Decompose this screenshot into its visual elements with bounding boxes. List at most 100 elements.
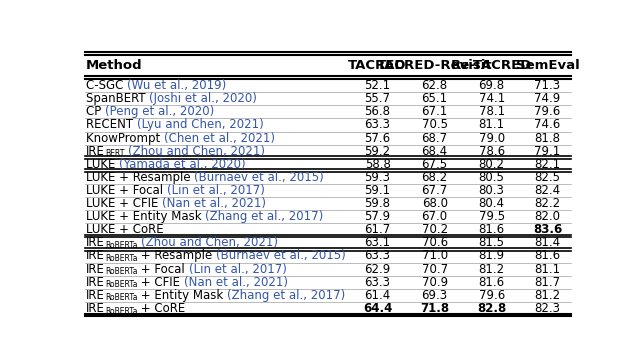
Text: 81.6: 81.6: [479, 276, 505, 289]
Text: 81.4: 81.4: [534, 236, 561, 249]
Text: 81.6: 81.6: [479, 223, 505, 236]
Text: (Chen et al., 2021): (Chen et al., 2021): [164, 131, 275, 144]
Text: (Zhang et al., 2017): (Zhang et al., 2017): [227, 289, 346, 302]
Text: 63.3: 63.3: [365, 276, 390, 289]
Text: (Burnaev et al., 2015): (Burnaev et al., 2015): [195, 171, 324, 184]
Text: 81.2: 81.2: [479, 262, 505, 275]
Text: CP: CP: [86, 105, 105, 118]
Text: 71.3: 71.3: [534, 79, 561, 92]
Text: (Lin et al., 2017): (Lin et al., 2017): [189, 262, 287, 275]
Text: (Nan et al., 2021): (Nan et al., 2021): [162, 197, 266, 210]
Text: Re-TACRED: Re-TACRED: [451, 59, 532, 72]
Text: 79.1: 79.1: [534, 145, 561, 158]
Text: 68.2: 68.2: [422, 171, 448, 184]
Text: 81.2: 81.2: [534, 289, 561, 302]
Text: 63.1: 63.1: [365, 236, 390, 249]
Text: 82.1: 82.1: [534, 158, 561, 171]
Text: 69.3: 69.3: [422, 289, 448, 302]
Text: 52.1: 52.1: [365, 79, 390, 92]
Text: (Yamada et al., 2020): (Yamada et al., 2020): [119, 158, 246, 171]
Text: 81.7: 81.7: [534, 276, 561, 289]
Text: 79.0: 79.0: [479, 131, 505, 144]
Text: LUKE + CoRE: LUKE + CoRE: [86, 223, 164, 236]
Text: 57.9: 57.9: [365, 210, 390, 223]
Text: 82.4: 82.4: [534, 184, 561, 197]
Text: 59.2: 59.2: [365, 145, 390, 158]
Text: LUKE + Focal: LUKE + Focal: [86, 184, 167, 197]
Text: 70.6: 70.6: [422, 236, 448, 249]
Text: 69.8: 69.8: [479, 79, 505, 92]
Text: 57.6: 57.6: [365, 131, 390, 144]
Text: RoBERTa: RoBERTa: [105, 254, 138, 263]
Text: TACRED: TACRED: [348, 59, 407, 72]
Text: 61.4: 61.4: [364, 289, 391, 302]
Text: 62.9: 62.9: [364, 262, 391, 275]
Text: 71.8: 71.8: [420, 302, 449, 315]
Text: 81.6: 81.6: [534, 249, 561, 262]
Text: 79.5: 79.5: [479, 210, 505, 223]
Text: 81.1: 81.1: [479, 118, 505, 131]
Text: RoBERTa: RoBERTa: [105, 307, 138, 316]
Text: 81.1: 81.1: [534, 262, 561, 275]
Text: 74.6: 74.6: [534, 118, 561, 131]
Text: 81.5: 81.5: [479, 236, 505, 249]
Text: IRE: IRE: [86, 236, 105, 249]
Text: LUKE: LUKE: [86, 158, 119, 171]
Text: TACRED-Revisit: TACRED-Revisit: [377, 59, 492, 72]
Text: IRE: IRE: [86, 302, 105, 315]
Text: + CoRE: + CoRE: [138, 302, 186, 315]
Text: SemEval: SemEval: [516, 59, 579, 72]
Text: 79.6: 79.6: [479, 289, 505, 302]
Text: RoBERTa: RoBERTa: [105, 267, 138, 276]
Text: RoBERTa: RoBERTa: [105, 294, 138, 302]
Text: 70.7: 70.7: [422, 262, 448, 275]
Text: 70.2: 70.2: [422, 223, 448, 236]
Text: (Peng et al., 2020): (Peng et al., 2020): [105, 105, 214, 118]
Text: RECENT: RECENT: [86, 118, 137, 131]
Text: 56.8: 56.8: [365, 105, 390, 118]
Text: LUKE + Resample: LUKE + Resample: [86, 171, 195, 184]
Text: IRE: IRE: [86, 145, 105, 158]
Text: IRE: IRE: [86, 262, 105, 275]
Text: 59.3: 59.3: [365, 171, 390, 184]
Text: + Entity Mask: + Entity Mask: [138, 289, 227, 302]
Text: 78.1: 78.1: [479, 105, 505, 118]
Text: (Wu et al., 2019): (Wu et al., 2019): [127, 79, 227, 92]
Text: (Zhang et al., 2017): (Zhang et al., 2017): [205, 210, 324, 223]
Text: 74.1: 74.1: [479, 92, 505, 105]
Text: 62.8: 62.8: [422, 79, 448, 92]
Text: 68.7: 68.7: [422, 131, 448, 144]
Text: 71.0: 71.0: [422, 249, 448, 262]
Text: C-SGC: C-SGC: [86, 79, 127, 92]
Text: 74.9: 74.9: [534, 92, 561, 105]
Text: (Nan et al., 2021): (Nan et al., 2021): [184, 276, 288, 289]
Text: 82.5: 82.5: [534, 171, 561, 184]
Text: RoBERTa: RoBERTa: [105, 241, 138, 250]
Text: 80.2: 80.2: [479, 158, 505, 171]
Text: IRE: IRE: [86, 249, 105, 262]
Text: 67.5: 67.5: [422, 158, 448, 171]
Text: 80.4: 80.4: [479, 197, 505, 210]
Text: 68.4: 68.4: [422, 145, 448, 158]
Text: LUKE + CFIE: LUKE + CFIE: [86, 197, 162, 210]
Text: 78.6: 78.6: [479, 145, 505, 158]
Text: 70.9: 70.9: [422, 276, 448, 289]
Text: RoBERTa: RoBERTa: [105, 280, 138, 289]
Text: 67.1: 67.1: [422, 105, 448, 118]
Text: LUKE + Entity Mask: LUKE + Entity Mask: [86, 210, 205, 223]
Text: 70.5: 70.5: [422, 118, 447, 131]
Text: IRE: IRE: [86, 276, 105, 289]
Text: Method: Method: [86, 59, 143, 72]
Text: 64.4: 64.4: [363, 302, 392, 315]
Text: BERT: BERT: [105, 149, 124, 158]
Text: 58.8: 58.8: [365, 158, 390, 171]
Text: 59.8: 59.8: [365, 197, 390, 210]
Text: (Zhou and Chen, 2021): (Zhou and Chen, 2021): [128, 145, 265, 158]
Text: + Resample: + Resample: [138, 249, 216, 262]
Text: 65.1: 65.1: [422, 92, 448, 105]
Text: 82.2: 82.2: [534, 197, 561, 210]
Text: 55.7: 55.7: [365, 92, 390, 105]
Text: 63.3: 63.3: [365, 118, 390, 131]
Text: 81.9: 81.9: [479, 249, 505, 262]
Text: 59.1: 59.1: [365, 184, 390, 197]
